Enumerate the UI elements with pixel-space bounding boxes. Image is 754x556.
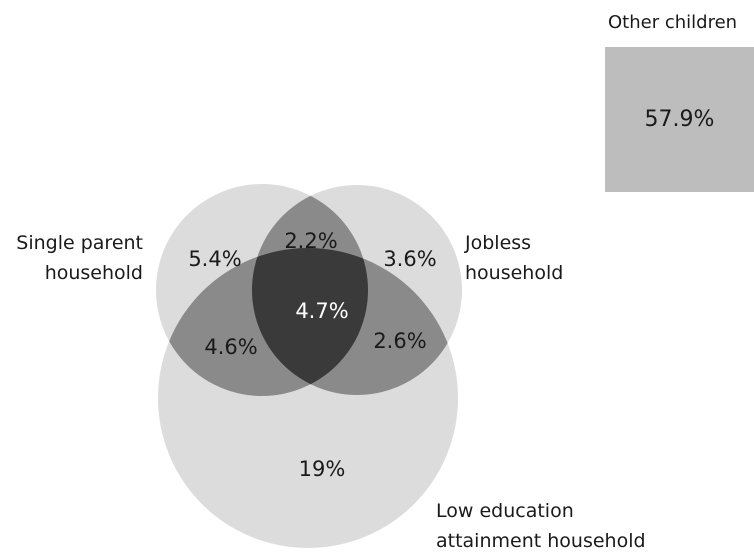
- other-children-title: Other children: [608, 12, 738, 33]
- jobless-label: Jobless household: [465, 228, 563, 288]
- low-education-label-line1: Low education: [436, 500, 574, 522]
- jobless-label-line1: Jobless: [465, 232, 532, 254]
- jobless-label-line2: household: [465, 262, 564, 284]
- region-single-low-education: 4.6%: [204, 335, 257, 359]
- region-jobless-only: 3.6%: [383, 247, 436, 271]
- overlap-jobless-low-education: [252, 248, 458, 395]
- single-parent-label: Single parent household: [5, 228, 143, 288]
- region-single-jobless: 2.2%: [284, 229, 337, 253]
- other-children-value: 57.9%: [644, 107, 715, 132]
- region-all-three: 4.7%: [295, 299, 348, 323]
- overlap-single-low-education: [158, 248, 368, 396]
- single-parent-label-line1: Single parent: [16, 232, 143, 254]
- region-jobless-low-education: 2.6%: [373, 329, 426, 353]
- low-education-label-line2: attainment household: [436, 530, 646, 552]
- single-parent-label-line2: household: [44, 262, 143, 284]
- region-single-parent-only: 5.4%: [188, 247, 241, 271]
- low-education-label: Low education attainment household: [436, 496, 646, 556]
- region-low-education-only: 19%: [299, 457, 346, 481]
- other-children-box: 57.9%: [605, 47, 754, 192]
